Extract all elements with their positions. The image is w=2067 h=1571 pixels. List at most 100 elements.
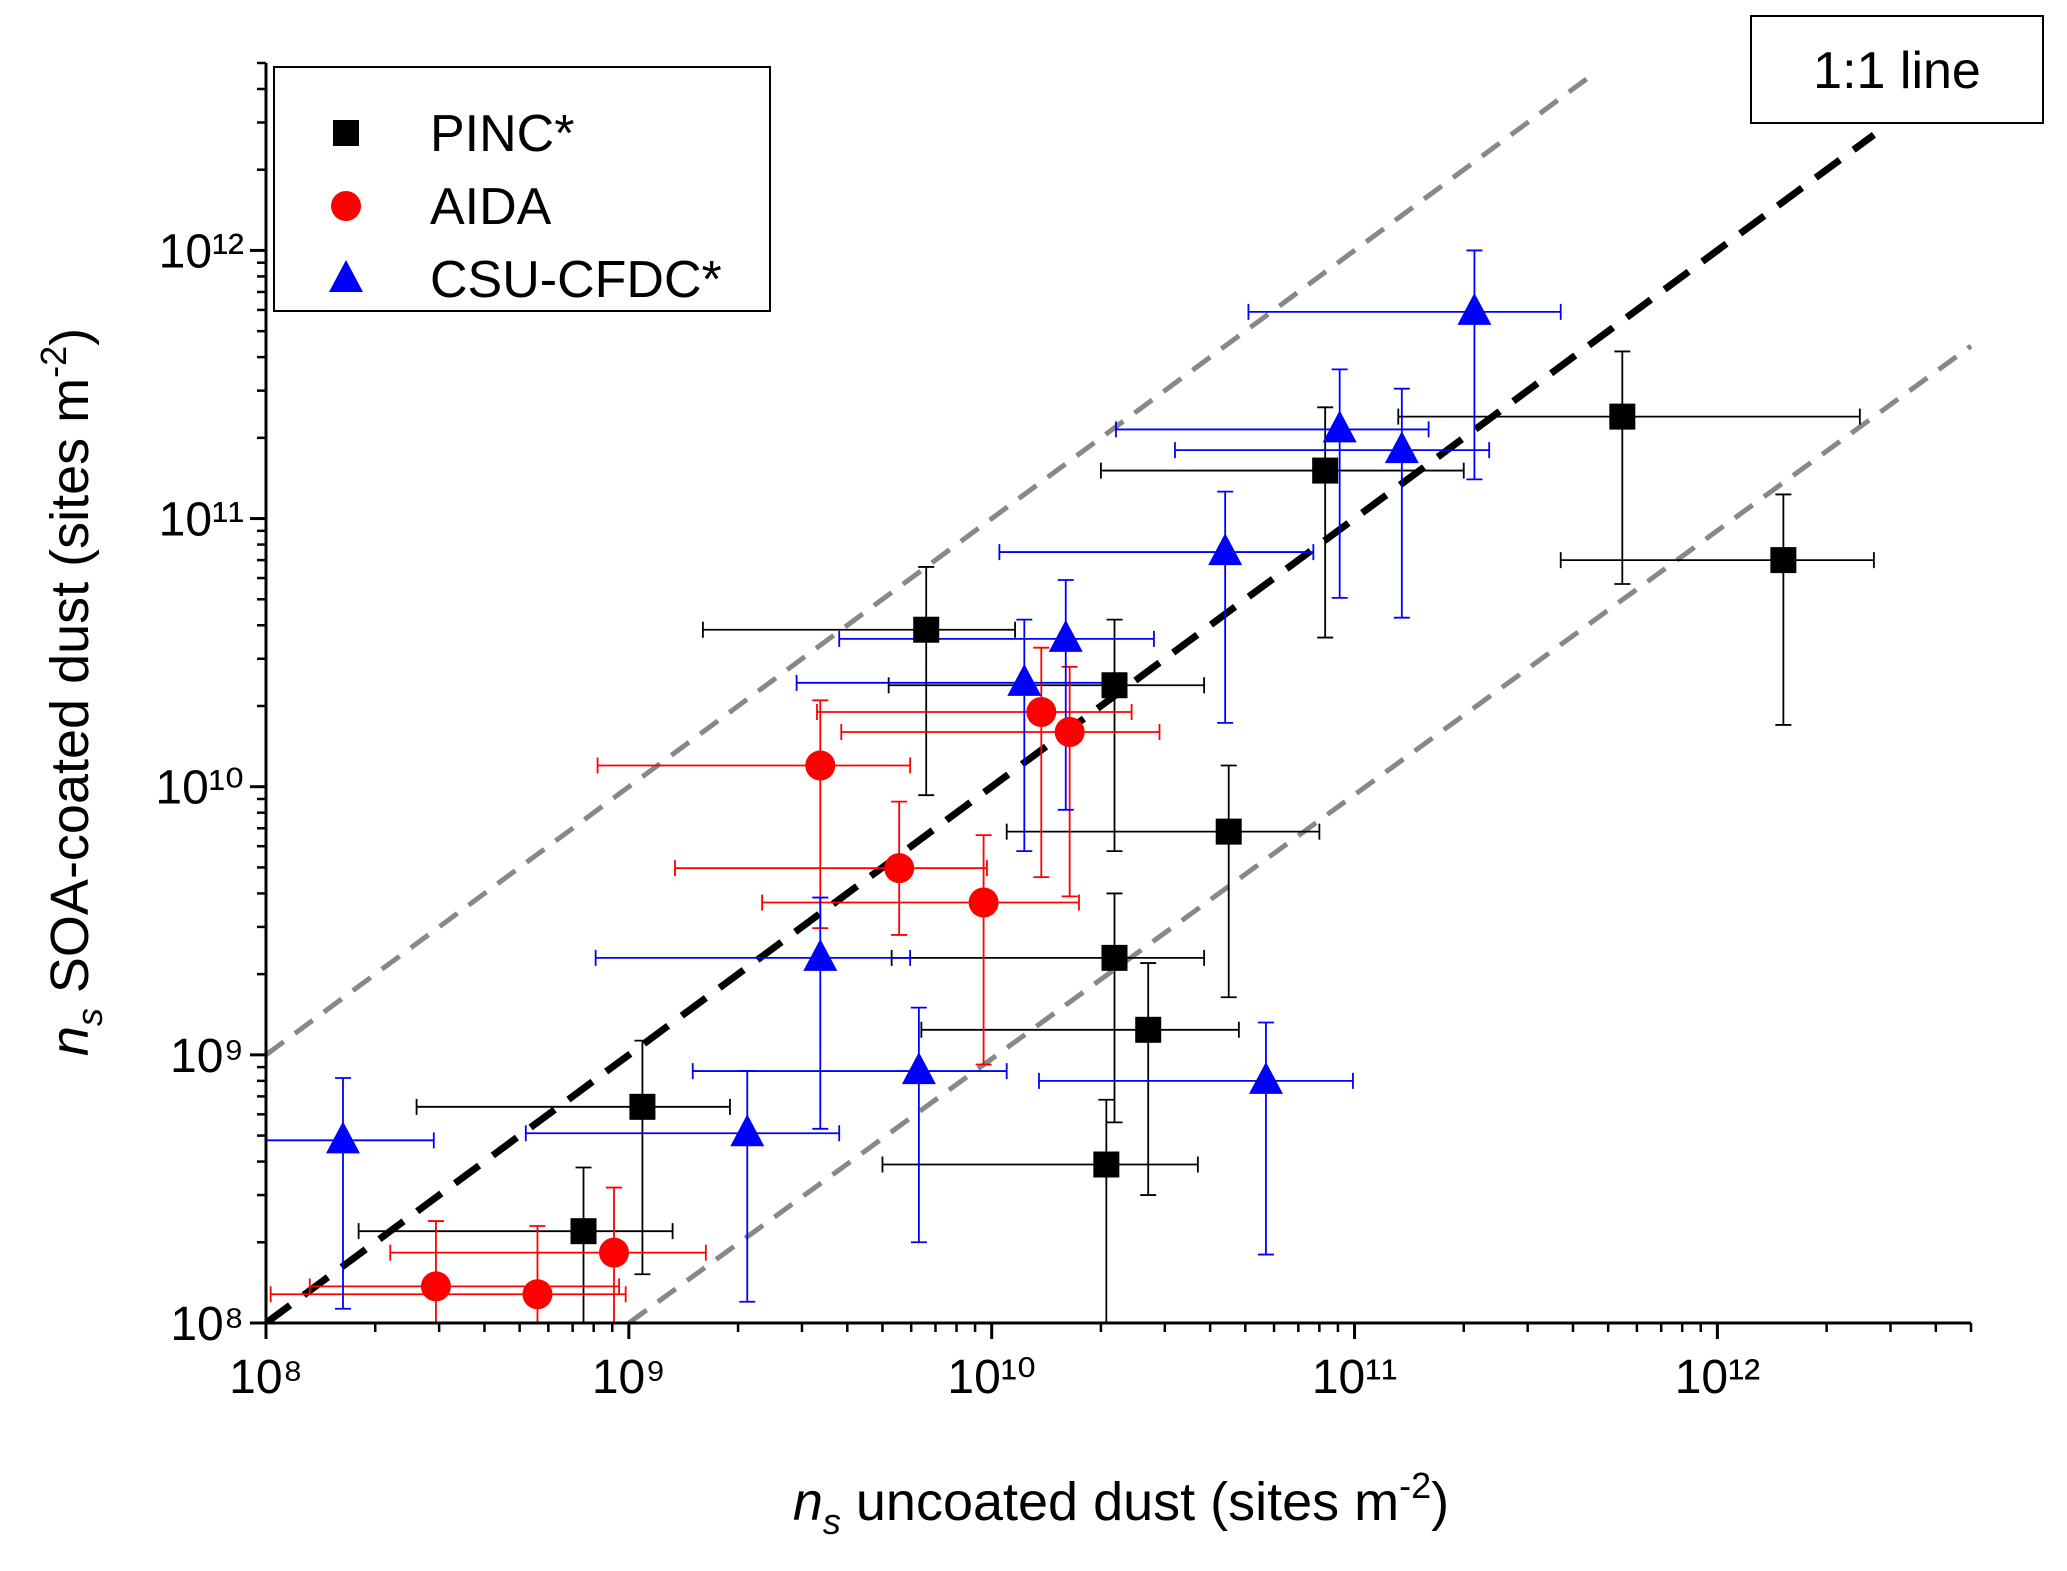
error-bars (594, 896, 912, 1130)
error-bars (881, 1098, 1199, 1323)
error-bars (920, 962, 1240, 1196)
x-error-bar (1174, 442, 1491, 459)
error-bars (838, 579, 1155, 811)
marker-circle (884, 853, 915, 884)
x-error-bar (838, 630, 1155, 647)
legend: PINC* AIDA CSU-CFDC* (273, 66, 771, 312)
marker-triangle (1208, 533, 1243, 566)
x-error-bar (596, 757, 912, 774)
x-error-bar (524, 1125, 841, 1142)
y-error-bar (975, 834, 992, 1066)
x-error-bar (840, 723, 1161, 740)
plot-area (266, 73, 1973, 1323)
axis-sup: -2 (33, 346, 74, 378)
y-error-bar (1393, 387, 1410, 619)
x-error-bar (920, 1021, 1240, 1038)
factor-ten-line (266, 73, 1594, 1057)
y-error-bar (1016, 618, 1033, 853)
axis-sup: -2 (1399, 1465, 1431, 1506)
legend-label: AIDA (430, 178, 552, 236)
error-bars (524, 1070, 841, 1303)
error-bars (998, 490, 1315, 724)
marker-square (1770, 547, 1797, 574)
axis-sub: s (69, 1008, 110, 1026)
y-error-bar (812, 896, 829, 1130)
error-bars (1247, 249, 1562, 481)
error-bars (1115, 368, 1430, 599)
y-error-bar (334, 1077, 351, 1310)
error-bars (308, 1220, 620, 1323)
x-tick-label: 10⁸ (229, 1351, 303, 1404)
error-bars (795, 618, 1116, 853)
y-error-bar (1217, 490, 1234, 724)
y-tick-label: 10⁹ (170, 1030, 244, 1083)
y-tick-label: 10¹² (159, 225, 244, 278)
marker-square (570, 1218, 597, 1245)
x-error-bar (816, 703, 1133, 720)
marker-circle (805, 750, 836, 781)
y-error-bar (1775, 493, 1792, 726)
marker-triangle (1048, 619, 1083, 652)
error-bars (887, 618, 1206, 853)
y-error-bar (1106, 618, 1123, 853)
x-tick-label: 10¹⁰ (947, 1351, 1036, 1404)
y-error-bar (1061, 665, 1078, 898)
x-error-bar (308, 1278, 620, 1295)
xlabel-text: ns uncoated dust (sites m-2) (793, 1465, 1449, 1542)
y-tick-label: 10⁸ (170, 1298, 244, 1351)
y-error-bar (1140, 962, 1157, 1196)
y-error-bar (1057, 579, 1074, 811)
axis-text: SOA-coated dust (sites m (40, 378, 100, 1008)
y-error-bar (1331, 368, 1348, 599)
marker-circle (1026, 696, 1057, 727)
axis-end: ) (40, 328, 100, 346)
x-error-bar (1038, 1072, 1354, 1089)
y-error-bar (1106, 892, 1123, 1124)
marker-triangle (1384, 431, 1419, 464)
marker-square (1101, 944, 1128, 971)
y-error-bar (918, 566, 935, 797)
marker-triangle (901, 1052, 936, 1085)
x-tick-label: 10¹² (1675, 1351, 1760, 1404)
y-error-bar (910, 1006, 927, 1244)
error-bars (761, 834, 1080, 1066)
y-tick-label: 10¹¹ (159, 494, 244, 547)
error-bars (702, 566, 1016, 797)
x-error-bar (702, 621, 1016, 638)
y-error-bar (575, 1166, 592, 1323)
x-error-bar (1005, 823, 1321, 840)
x-error-bar (1247, 303, 1562, 320)
x-error-bar (1559, 552, 1875, 569)
marker-triangle (730, 1114, 765, 1147)
marker-triangle (803, 938, 838, 971)
marker-square (629, 1093, 656, 1120)
y-error-bar (634, 1039, 651, 1276)
axis-var: n (40, 1026, 100, 1056)
marker-triangle (1457, 292, 1492, 325)
legend-label: PINC* (430, 105, 574, 163)
x-tick-label: 10¹¹ (1312, 1351, 1397, 1404)
error-bars (691, 1006, 1008, 1244)
y-error-bar (1033, 646, 1050, 879)
error-bars (1559, 493, 1875, 726)
x-error-bar (1115, 421, 1430, 438)
error-bars (1038, 1021, 1354, 1256)
y-error-bar (1220, 764, 1237, 999)
x-error-bar (594, 949, 912, 966)
factor-ten-line (627, 344, 1973, 1323)
annotation-box (1750, 15, 2044, 124)
ylabel-text: ns SOA-coated dust (sites m-2) (33, 328, 110, 1056)
error-bars (816, 646, 1133, 879)
legend-marker (331, 191, 361, 221)
axis-text: uncoated dust (sites m (841, 1472, 1399, 1532)
error-bars (1174, 387, 1491, 619)
marker-square (1101, 672, 1128, 699)
y-error-bar (1257, 1021, 1274, 1256)
legend-marker (333, 120, 359, 146)
y-error-bar (1317, 406, 1334, 639)
marker-circle (968, 887, 999, 918)
error-bars (890, 892, 1206, 1124)
marker-triangle (1322, 410, 1357, 443)
annotation: 1:1 line (1813, 42, 1981, 100)
